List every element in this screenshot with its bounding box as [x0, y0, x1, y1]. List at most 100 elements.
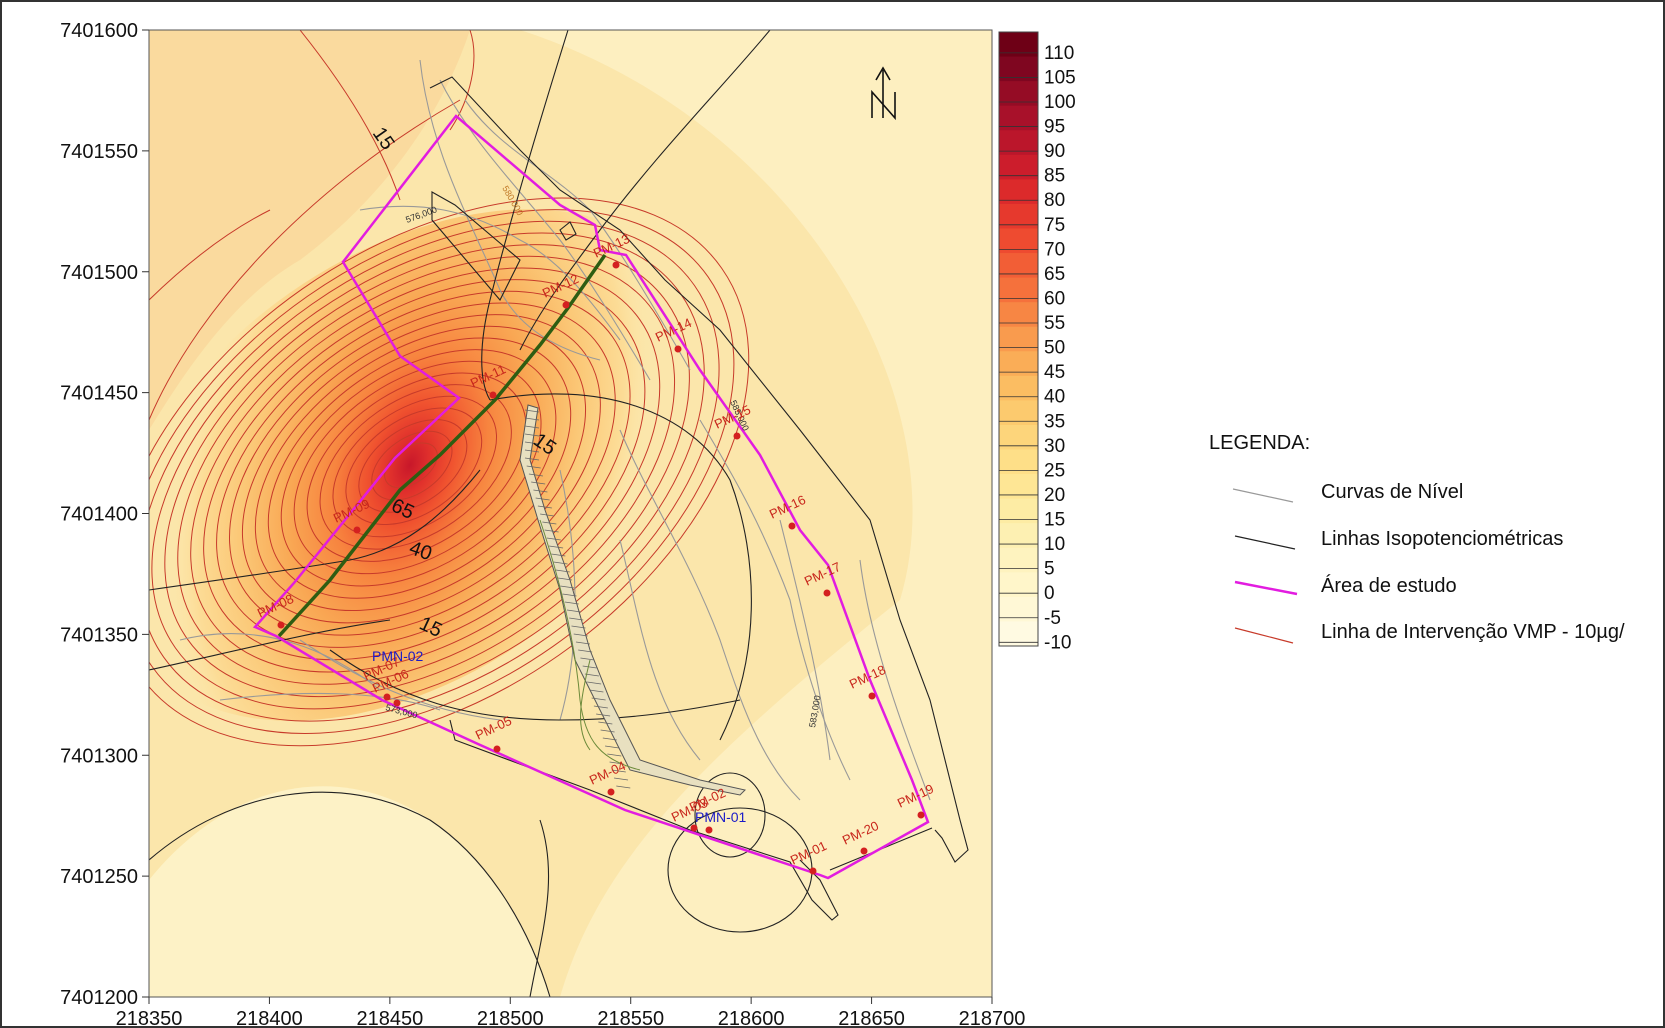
intervention-contour	[332, 395, 498, 538]
colorbar-frame	[998, 31, 1039, 647]
x-tick-label: 218650	[838, 1008, 905, 1028]
light-region-south	[149, 786, 550, 997]
legend-label: Linha de Intervenção VMP - 10µg/	[1321, 621, 1625, 643]
map-area: 15 15 65 40 15 576,000 580,000 585,000 5…	[149, 30, 992, 997]
colorbar-segment	[999, 81, 1038, 107]
colorbar-label: 70	[1044, 239, 1065, 260]
x-tick-label: 218550	[597, 1008, 664, 1028]
channel-hatch	[611, 769, 626, 773]
intervention-contour	[177, 255, 676, 685]
intervention-contour	[299, 30, 401, 201]
channel-hatch	[531, 481, 546, 485]
colorbar: 1101051009590858075706560555045403530252…	[998, 31, 1076, 653]
x-tick-label: 218600	[718, 1008, 785, 1028]
x-tick-label: 218400	[236, 1008, 303, 1028]
colorbar-segment	[999, 32, 1038, 58]
colorbar-label: 65	[1044, 264, 1065, 285]
intervention-contour	[306, 372, 527, 562]
colorbar-label: 30	[1044, 436, 1065, 457]
channel-hatch	[553, 561, 568, 565]
legend-label: Linhas Isopotenciométricas	[1321, 528, 1563, 550]
colorbar-segment	[999, 130, 1038, 156]
channel-hatch	[575, 641, 591, 645]
colorbar-label: 40	[1044, 387, 1065, 408]
colorbar-label: 90	[1044, 141, 1065, 162]
colorbar-segment	[999, 375, 1038, 401]
drainage-channel	[519, 404, 746, 796]
colorbar-label: 15	[1044, 510, 1065, 531]
legend-swatch-intervention	[1234, 627, 1294, 644]
intervention-contour	[149, 99, 461, 421]
intervention-contour	[254, 325, 587, 612]
colorbar-label: 5	[1044, 559, 1055, 580]
colorbar-label: 20	[1044, 485, 1065, 506]
colorbar-label: 85	[1044, 166, 1065, 187]
intervention-contour	[203, 279, 646, 661]
colorbar-segment	[999, 56, 1038, 82]
channel-hatch	[557, 577, 573, 581]
isopotentiometric-lines	[149, 30, 813, 997]
legend-swatch-isopotentiometric	[1234, 535, 1296, 550]
intervention-contour	[319, 384, 512, 550]
intervention-contour	[149, 209, 271, 301]
y-tick-label: 7401600	[60, 20, 138, 42]
channel-hatch	[566, 609, 582, 613]
channel-hatch	[524, 457, 540, 461]
north-arrow-icon	[871, 66, 896, 121]
channel-hatch	[591, 697, 606, 701]
light-region-east	[520, 30, 992, 997]
channel-hatch	[580, 657, 595, 661]
legend-swatch-level-curves	[1232, 488, 1294, 503]
channel-hatch	[593, 705, 608, 709]
colorbar-segment	[999, 621, 1038, 647]
colorbar-label: 0	[1044, 583, 1055, 604]
colorbar-label: 95	[1044, 117, 1065, 138]
colorbar-label: 35	[1044, 411, 1065, 432]
colorbar-segment	[999, 277, 1038, 303]
colorbar-segment	[999, 596, 1038, 622]
channel-hatch	[560, 585, 575, 589]
colorbar-segment	[999, 203, 1038, 229]
colorbar-label: 110	[1044, 43, 1074, 64]
colorbar-segment	[999, 572, 1038, 598]
monitoring-well-label: PMN-01	[695, 809, 747, 825]
legend-label: Curvas de Nível	[1321, 481, 1463, 503]
legend-swatch-study-area	[1234, 580, 1298, 596]
section-line	[277, 253, 607, 638]
colorbar-label: 100	[1044, 92, 1076, 113]
x-tick-label: 218500	[477, 1008, 544, 1028]
channel-hatch	[598, 721, 613, 725]
colorbar-label: 45	[1044, 362, 1065, 383]
channel-hatch	[562, 593, 577, 597]
monitoring-well-label: PMN-02	[372, 648, 424, 664]
intervention-contour	[280, 349, 557, 587]
colorbar-segment	[999, 326, 1038, 352]
y-tick-label: 7401450	[60, 383, 138, 405]
intervention-contour	[241, 314, 601, 624]
channel-hatch	[524, 449, 540, 453]
colorbar-segment	[999, 449, 1038, 475]
x-tick-label: 218350	[116, 1008, 183, 1028]
colorbar-label: 50	[1044, 338, 1065, 359]
legend: LEGENDA: Curvas de Nível Linhas Isopoten…	[1209, 432, 1625, 644]
channel-hatch	[540, 513, 555, 517]
colorbar-segment	[999, 547, 1038, 573]
channel-hatch	[524, 441, 540, 445]
channel-hatch	[524, 409, 540, 413]
colorbar-segment	[999, 424, 1038, 451]
intervention-contour	[371, 430, 453, 501]
channel-hatch	[613, 777, 629, 781]
channel-hatch	[533, 489, 548, 493]
colorbar-segment	[999, 523, 1038, 549]
intervention-contour	[267, 337, 572, 599]
colorbar-segment	[999, 154, 1038, 180]
channel-hatch	[600, 729, 615, 733]
colorbar-segment	[999, 474, 1038, 500]
channel-hatch	[528, 473, 543, 477]
colorbar-segment	[999, 253, 1038, 279]
monitoring-wells: PMN-02 PMN-01	[372, 648, 747, 825]
channel-hatch	[546, 537, 561, 541]
colorbar-label: -10	[1044, 632, 1071, 653]
channel-hatch	[555, 569, 570, 573]
channel-hatch	[524, 425, 540, 429]
